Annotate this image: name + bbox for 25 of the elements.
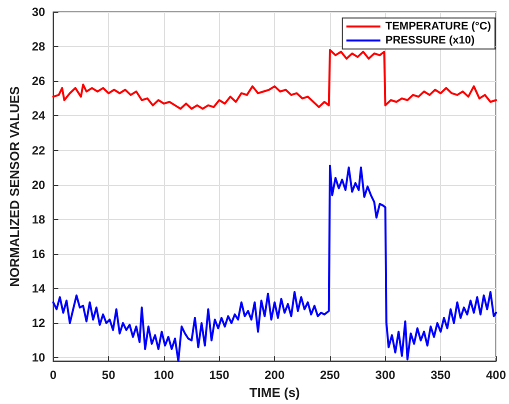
line-series xyxy=(52,49,497,110)
legend-label: TEMPERATURE (°C) xyxy=(385,20,492,32)
x-tick-label: 250 xyxy=(320,368,340,382)
x-tick-label: 350 xyxy=(430,368,451,382)
x-tick-label: 300 xyxy=(375,368,396,382)
y-tick-label: 12 xyxy=(32,316,46,330)
x-tick-label: 0 xyxy=(50,368,57,382)
x-axis-title: TIME (s) xyxy=(249,385,300,400)
x-tick-label: 200 xyxy=(264,368,285,382)
legend-label: PRESSURE (x10) xyxy=(385,34,475,46)
y-tick-label: 28 xyxy=(32,40,46,54)
y-tick-label: 16 xyxy=(32,246,46,261)
y-tick-label: 20 xyxy=(32,178,46,192)
y-tick-label: 26 xyxy=(32,74,46,88)
y-tick-label: 22 xyxy=(32,143,46,158)
y-tick-label: 10 xyxy=(32,350,46,365)
x-tick-label: 150 xyxy=(209,368,230,382)
y-axis-title: NORMALIZED SENSOR VALUES xyxy=(7,86,22,287)
y-tick-label: 14 xyxy=(32,282,46,296)
y-tick-label: 30 xyxy=(32,5,46,19)
x-tick-label: 400 xyxy=(486,368,506,382)
y-tick-label: 24 xyxy=(32,108,46,123)
x-tick-label: 50 xyxy=(102,368,116,382)
y-tick-label: 18 xyxy=(32,212,46,226)
x-tick-label: 100 xyxy=(154,368,174,382)
